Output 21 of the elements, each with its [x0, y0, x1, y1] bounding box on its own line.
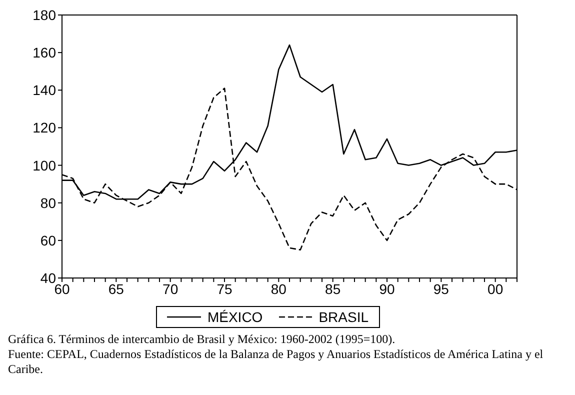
x-tick-label: 70: [162, 280, 178, 297]
y-tick-label: 120: [32, 120, 56, 136]
y-tick-label: 100: [32, 157, 56, 174]
x-tick-label: 80: [270, 280, 287, 297]
x-tick-label: 60: [54, 280, 70, 297]
x-tick-label: 90: [379, 280, 395, 297]
text: Gráfica 6. Términos de intercambio de Brasil y México: 1960-2002 (1995=100).: [8, 332, 396, 347]
y-tick-label: 60: [40, 232, 56, 248]
legend-label: MÉXICO: [207, 309, 263, 325]
x-tick-label: 95: [433, 280, 450, 297]
x-tick-label: 00: [488, 280, 504, 297]
y-tick-label: 180: [32, 6, 56, 23]
x-tick-label: 85: [325, 280, 341, 297]
y-tick-label: 160: [32, 44, 56, 61]
x-tick-label: 75: [216, 280, 232, 297]
legend-label: BRASIL: [318, 309, 369, 325]
y-tick-label: 80: [40, 194, 56, 211]
y-tick-label: 40: [40, 270, 56, 286]
y-tick-label: 140: [32, 82, 56, 98]
x-tick-label: 65: [108, 280, 124, 297]
source-note: Fuente: CEPAL, Cuadernos Estadísticos de la Balanza de Pagos y Anuarios Estadísticos de América Latina y el Caribe.: [8, 347, 544, 377]
